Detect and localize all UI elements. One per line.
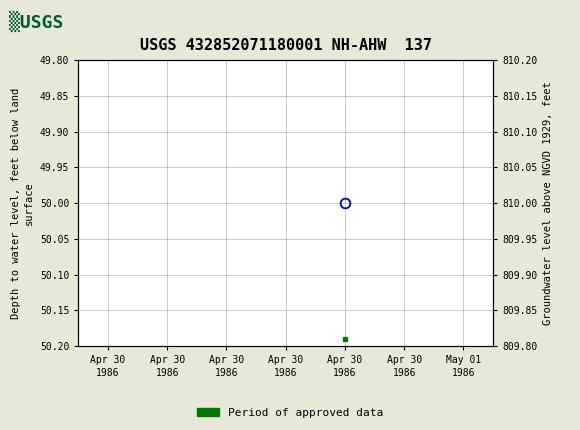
Text: ▒USGS: ▒USGS — [9, 11, 63, 32]
Bar — [3, 3, 96, 42]
Y-axis label: Groundwater level above NGVD 1929, feet: Groundwater level above NGVD 1929, feet — [543, 81, 553, 325]
Title: USGS 432852071180001 NH-AHW  137: USGS 432852071180001 NH-AHW 137 — [140, 38, 432, 53]
Y-axis label: Depth to water level, feet below land
surface: Depth to water level, feet below land su… — [11, 88, 34, 319]
Legend: Period of approved data: Period of approved data — [193, 403, 387, 422]
